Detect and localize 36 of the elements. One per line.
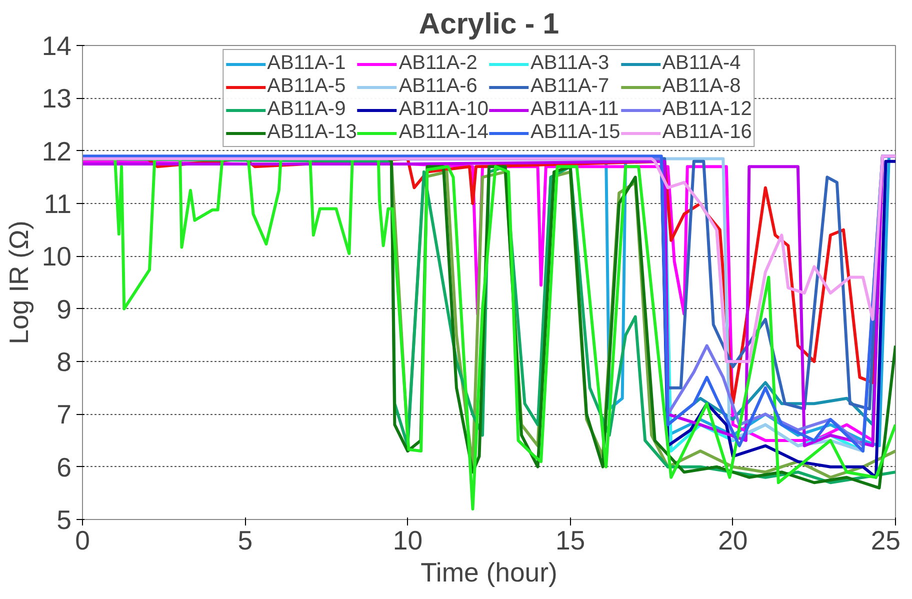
x-tick-label: 10 xyxy=(392,526,423,556)
y-tick-label: 9 xyxy=(56,294,72,324)
x-tick-label: 25 xyxy=(870,526,901,556)
y-tick-label: 11 xyxy=(44,189,72,219)
x-axis-title: Time (hour) xyxy=(420,558,558,588)
legend-label: AB11A-9 xyxy=(267,98,346,121)
x-tick-label: 15 xyxy=(555,526,586,556)
y-tick-label: 14 xyxy=(42,31,72,61)
x-tick-label: 0 xyxy=(75,526,90,556)
legend-label: AB11A-1 xyxy=(267,52,346,75)
y-tick-label: 13 xyxy=(42,84,72,114)
y-tick-label: 7 xyxy=(56,400,72,430)
y-tick-label: 6 xyxy=(56,452,72,482)
legend-label: AB11A-8 xyxy=(662,75,741,98)
legend-label: AB11A-16 xyxy=(662,121,752,144)
legend-label: AB11A-7 xyxy=(530,75,610,98)
legend-label: AB11A-11 xyxy=(530,98,619,121)
x-tick-label: 20 xyxy=(718,526,748,556)
chart-title: Acrylic - 1 xyxy=(418,8,560,40)
legend-label: AB11A-2 xyxy=(398,52,478,75)
legend-label: AB11A-15 xyxy=(530,121,620,144)
legend-label: AB11A-4 xyxy=(662,52,741,75)
legend-label: AB11A-10 xyxy=(398,98,488,121)
legend-label: AB11A-3 xyxy=(530,52,610,75)
legend-label: AB11A-13 xyxy=(267,121,357,144)
y-axis-title: Log IR (Ω) xyxy=(4,220,34,344)
legend-label: AB11A-14 xyxy=(398,121,488,144)
y-tick-label: 12 xyxy=(42,136,72,166)
y-tick-label: 5 xyxy=(56,505,72,535)
legend-label: AB11A-6 xyxy=(398,75,478,98)
legend-label: AB11A-5 xyxy=(267,75,346,98)
y-tick-label: 10 xyxy=(42,242,72,272)
line-series xyxy=(82,154,896,363)
x-tick-label: 5 xyxy=(238,526,253,556)
legend-label: AB11A-12 xyxy=(662,98,752,121)
y-tick-label: 8 xyxy=(56,347,72,377)
